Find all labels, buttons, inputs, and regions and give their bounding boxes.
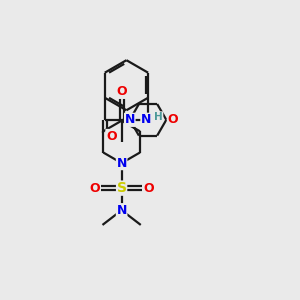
Text: O: O [167,113,178,126]
Text: O: O [143,182,154,195]
Text: O: O [116,85,127,98]
Text: N: N [116,204,127,217]
Text: H: H [154,112,163,122]
Text: N: N [141,113,151,126]
Text: N: N [124,113,135,126]
Text: O: O [89,182,100,195]
Text: N: N [116,157,127,169]
Text: O: O [106,130,117,142]
Text: S: S [117,181,127,195]
